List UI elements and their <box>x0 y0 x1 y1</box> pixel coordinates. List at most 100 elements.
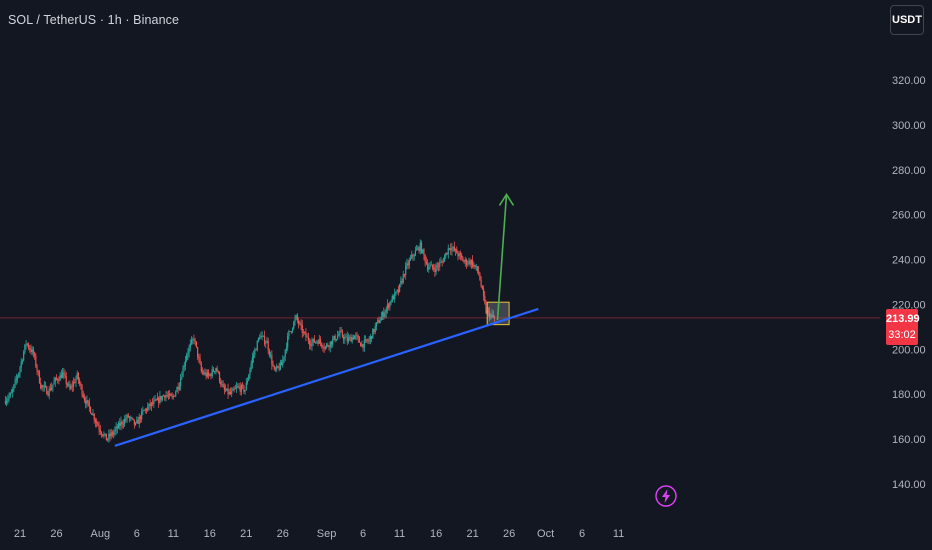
candle-body <box>20 361 22 368</box>
candle-body <box>226 388 228 391</box>
candle-body <box>316 341 318 343</box>
candle-body <box>12 389 14 393</box>
candle-body <box>263 335 266 344</box>
candle-body <box>280 362 283 366</box>
candle-body <box>136 420 138 423</box>
x-tick-label: 11 <box>613 528 624 540</box>
candle-body <box>435 265 437 273</box>
candle-body <box>470 259 472 265</box>
candle-body <box>327 344 329 347</box>
candle-body <box>259 338 261 340</box>
candle-body <box>44 385 47 387</box>
candle-body <box>405 265 407 276</box>
candle-body <box>386 304 389 309</box>
candle-body <box>225 389 227 391</box>
candle-body <box>347 337 350 342</box>
price-axis[interactable]: 140.00 160.00 180.00 200.00 220.00 240.00 260.… <box>892 75 926 491</box>
candle-body <box>411 254 413 259</box>
candle-body <box>420 242 423 253</box>
candle-body <box>128 417 131 418</box>
candle-body <box>310 344 312 347</box>
candle-body <box>234 388 236 390</box>
annotations-layer <box>0 192 880 447</box>
candle-body <box>450 248 452 251</box>
candle-body <box>389 301 391 308</box>
candle-body <box>452 246 454 249</box>
candle-body <box>97 423 99 427</box>
candle-body <box>93 414 95 421</box>
candle-body <box>321 343 323 347</box>
time-axis[interactable]: 21 26 Aug 6 11 16 21 26 Sep 6 11 16 21 26 Oct 6 11 <box>14 528 624 540</box>
candle-body <box>222 384 224 388</box>
candle-body <box>336 335 339 340</box>
candle-body <box>440 261 442 263</box>
candle-body <box>162 395 165 397</box>
candle-body <box>124 419 126 424</box>
candle-body <box>59 374 61 381</box>
support-trendline[interactable] <box>114 307 539 447</box>
candle-body <box>248 375 250 381</box>
symbol-title[interactable]: SOL / TetherUS · 1h · Binance <box>8 13 180 27</box>
candle-body <box>254 349 256 355</box>
candle-body <box>139 416 142 420</box>
candle-body <box>76 373 78 379</box>
candle-body <box>265 343 267 344</box>
candle-body <box>447 248 449 255</box>
candle-body <box>379 320 381 324</box>
candle-body <box>461 255 463 258</box>
candle-body <box>282 359 284 366</box>
candle-body <box>406 263 408 266</box>
candle-body <box>372 329 374 339</box>
candle-body <box>459 253 462 256</box>
candle-body <box>152 402 154 404</box>
candle-body <box>378 320 380 324</box>
candle-body <box>299 323 301 325</box>
candle-body <box>270 355 272 357</box>
candle-body <box>291 328 294 332</box>
candle-body <box>25 343 27 345</box>
candle-body <box>373 329 375 332</box>
candle-body <box>245 382 247 391</box>
candle-body <box>119 422 121 427</box>
bar-countdown: 33:02 <box>888 329 916 341</box>
candle-body <box>142 410 144 412</box>
candle-body <box>169 393 171 396</box>
candle-body <box>492 314 494 318</box>
target-arrow-head[interactable] <box>498 192 515 206</box>
candle-body <box>237 386 239 388</box>
candle-body <box>429 265 431 268</box>
candle-body <box>301 324 303 333</box>
candle-body <box>15 378 17 380</box>
candle-body <box>262 335 264 337</box>
candle-body <box>30 349 32 352</box>
candle-body <box>349 336 351 338</box>
candle-body <box>357 336 359 338</box>
candle-body <box>63 372 65 374</box>
candle-body <box>453 246 455 251</box>
candle-body <box>186 355 188 361</box>
candle-body <box>18 372 20 377</box>
x-tick-label: Aug <box>91 528 111 540</box>
candle-body <box>199 358 201 364</box>
candle-body <box>46 386 48 395</box>
candle-body <box>238 386 240 387</box>
candle-body <box>430 264 432 266</box>
currency-button[interactable]: USDT <box>890 5 924 35</box>
candle-body <box>40 383 42 389</box>
candle-body <box>154 399 156 401</box>
x-tick-label: 6 <box>134 528 140 540</box>
candle-body <box>384 312 386 317</box>
lightning-icon[interactable] <box>655 485 677 507</box>
candle-body <box>204 372 206 375</box>
candle-body <box>31 349 33 352</box>
candle-body <box>165 395 167 398</box>
candle-body <box>61 372 64 378</box>
candle-body <box>58 380 60 382</box>
candle-body <box>235 387 238 389</box>
candle-body <box>458 253 460 257</box>
candle-body <box>127 415 129 418</box>
candle-body <box>148 403 150 407</box>
target-arrow-shaft[interactable] <box>496 194 508 321</box>
candle-body <box>105 433 107 441</box>
